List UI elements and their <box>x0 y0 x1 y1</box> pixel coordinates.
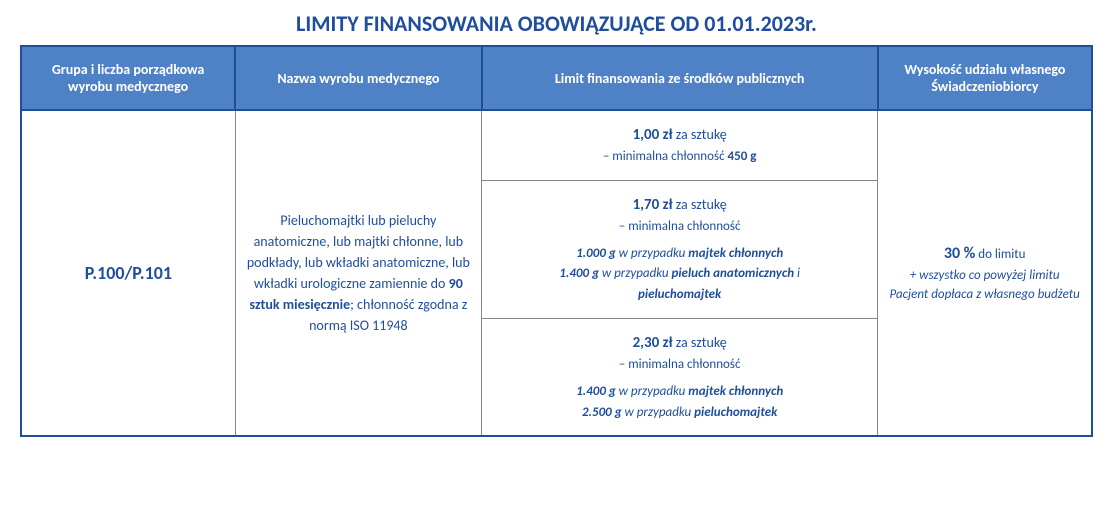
cell-limit-2: 1,70 zł za sztukę – minimalna chłonność … <box>482 180 878 318</box>
share-line1: + wszystko co powyżej limitu <box>888 266 1081 286</box>
limit2-d2-b: pieluch anatomicznych <box>672 266 795 281</box>
limit2-d1-g: 1.000 g <box>576 246 616 261</box>
limit2-per: za sztukę <box>673 196 727 213</box>
limit2-d1-b: majtek chłonnych <box>688 246 783 261</box>
table-row: P.100/P.101 Pieluchomajtki lub pieluchy … <box>21 110 1092 180</box>
share-pct-tail: do limitu <box>975 247 1025 262</box>
limit2-d3-b: pieluchomajtek <box>638 287 721 302</box>
th-limit: Limit finansowania ze środków publicznyc… <box>482 46 878 110</box>
th-product: Nazwa wyrobu medycznego <box>235 46 481 110</box>
desc-pre: Pieluchomajtki lub pieluchy anatomiczne,… <box>247 212 470 292</box>
table-header-row: Grupa i liczba porządkowa wyrobu medyczn… <box>21 46 1092 110</box>
limit2-d1-txt: w przypadku <box>616 246 689 261</box>
limit3-d2-b: pieluchomajtek <box>694 405 777 420</box>
limits-table: Grupa i liczba porządkowa wyrobu medyczn… <box>20 45 1093 437</box>
limit3-per: za sztukę <box>673 334 727 351</box>
limit2-minlabel: – minimalna chłonność <box>619 219 741 234</box>
th-share: Wysokość udziału własnego Świadczeniobio… <box>878 46 1092 110</box>
limit2-d2-txt: w przypadku <box>599 266 672 281</box>
cell-share: 30 % do limitu + wszystko co powyżej lim… <box>878 110 1092 436</box>
cell-description: Pieluchomajtki lub pieluchy anatomiczne,… <box>235 110 481 436</box>
limit1-per: za sztukę <box>673 126 727 143</box>
share-line2: Pacjent dopłaca z własnego budżetu <box>888 285 1081 305</box>
cell-code: P.100/P.101 <box>21 110 235 436</box>
share-pct: 30 % <box>944 244 976 263</box>
limit3-d1-txt: w przypadku <box>616 384 689 399</box>
limit1-minbold: 450 g <box>728 149 757 164</box>
cell-limit-3: 2,30 zł za sztukę – minimalna chłonność … <box>482 318 878 436</box>
limit2-d2-g: 1.400 g <box>559 266 599 281</box>
page-title: LIMITY FINANSOWANIA OBOWIĄZUJĄCE OD 01.0… <box>20 10 1093 37</box>
th-group: Grupa i liczba porządkowa wyrobu medyczn… <box>21 46 235 110</box>
limit2-price: 1,70 zł <box>633 196 673 214</box>
limit3-d2-txt: w przypadku <box>622 405 695 420</box>
limit2-d2-tail: i <box>794 266 800 281</box>
limit1-minlabel: – minimalna chłonność <box>603 149 728 164</box>
limit3-price: 2,30 zł <box>633 334 673 352</box>
limit1-price: 1,00 zł <box>633 126 673 144</box>
limit3-d1-b: majtek chłonnych <box>688 384 783 399</box>
cell-limit-1: 1,00 zł za sztukę – minimalna chłonność … <box>482 110 878 180</box>
limit3-d2-g: 2.500 g <box>582 405 622 420</box>
limit3-minlabel: – minimalna chłonność <box>619 357 741 372</box>
limit3-d1-g: 1.400 g <box>576 384 616 399</box>
